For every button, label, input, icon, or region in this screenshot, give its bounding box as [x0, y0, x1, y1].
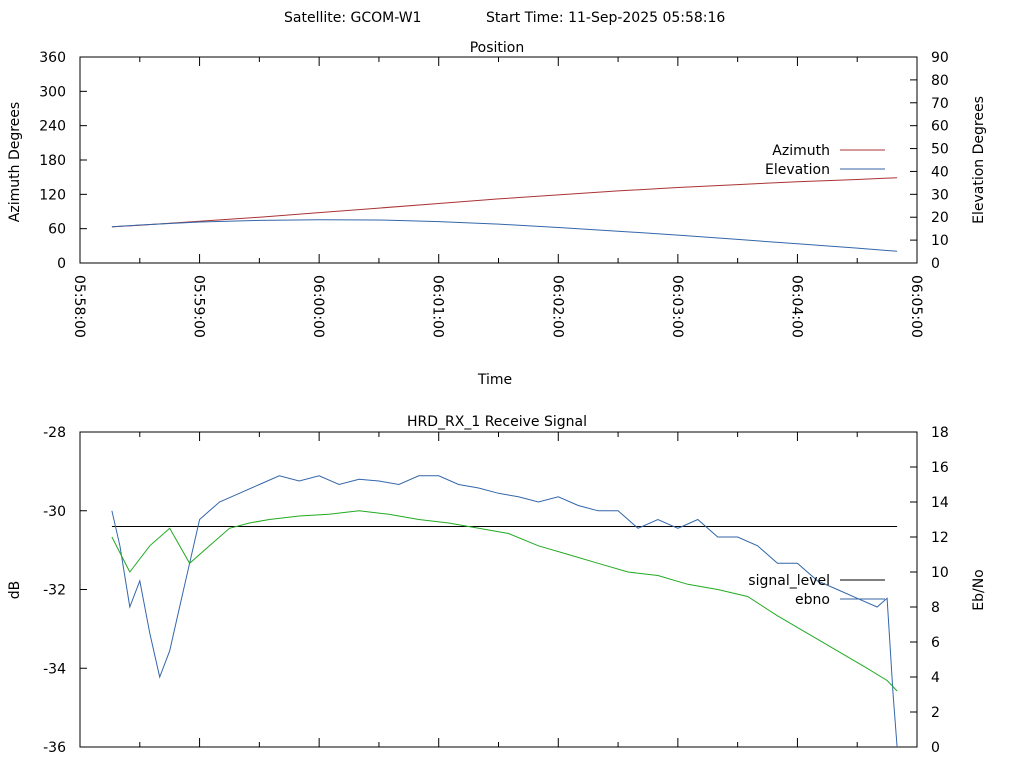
y-tick-label: 240 [39, 119, 66, 135]
legend-label: ebno [795, 592, 830, 608]
x-tick-label: 06:03:00 [669, 275, 685, 338]
x-tick-label: 06:00:00 [310, 275, 326, 338]
y-tick-label: 120 [39, 187, 66, 203]
azimuth-line [111, 177, 898, 228]
y2-tick-label: 60 [931, 119, 949, 135]
signal-chart-series [111, 475, 898, 748]
y-tick-label: 0 [57, 256, 66, 272]
x-tick-label: 05:58:00 [71, 275, 87, 338]
y-tick-label: 180 [39, 153, 66, 169]
y2-tick-label: 16 [931, 460, 949, 476]
x-tick-label: 06:04:00 [788, 275, 804, 338]
position-chart: Position Azimuth Degrees Elevation Degre… [7, 40, 987, 388]
y2-tick-label: 4 [931, 670, 940, 686]
x-tick-label: 06:05:00 [908, 275, 924, 338]
position-plot-frame [79, 56, 918, 264]
y2-tick-label: 50 [931, 142, 949, 158]
y2-tick-label: 0 [931, 256, 940, 272]
y2-tick-label: 14 [931, 495, 949, 511]
y-tick-label: 60 [48, 222, 66, 238]
x-tick-label: 06:01:00 [430, 275, 446, 338]
y2-tick-label: 8 [931, 600, 940, 616]
legend-label: Azimuth [772, 143, 830, 159]
y-tick-label: -30 [43, 504, 66, 520]
azimuth-axis-label: Azimuth Degrees [7, 102, 23, 222]
y-tick-label: 360 [39, 50, 66, 66]
position-chart-legend: Azimuth Elevation [765, 143, 885, 178]
y2-tick-label: 90 [931, 50, 949, 66]
y-tick-label: -34 [43, 661, 66, 677]
y2-tick-label: 30 [931, 187, 949, 203]
y-tick-label: -32 [43, 583, 66, 599]
position-chart-series [111, 177, 898, 252]
y2-tick-label: 6 [931, 635, 940, 651]
ebno-line [111, 475, 898, 748]
legend-label: signal_level [748, 573, 830, 589]
y2-tick-label: 10 [931, 233, 949, 249]
position-chart-title: Position [470, 40, 525, 56]
start-time-label: Start Time: 11-Sep-2025 05:58:16 [486, 10, 725, 26]
x-tick-label: 06:02:00 [549, 275, 565, 338]
time-axis-label: Time [477, 372, 512, 388]
legend-label: Elevation [765, 162, 830, 178]
elevation-axis-label: Elevation Degrees [971, 96, 987, 224]
y2-tick-label: 70 [931, 96, 949, 112]
y2-tick-label: 12 [931, 530, 949, 546]
y2-tick-label: 80 [931, 73, 949, 89]
y2-tick-label: 10 [931, 565, 949, 581]
x-tick-label: 05:59:00 [191, 275, 207, 338]
signal-chart: HRD_RX_1 Receive Signal dB Eb/No -36-34-… [7, 414, 987, 756]
signal-plot-frame [79, 431, 918, 748]
elevation-line [111, 219, 898, 252]
y-tick-label: -36 [43, 740, 66, 756]
signal-chart-ticks: -36 -34 -32 -30 -28 0 2 4 6 8 10 12 14 16 18 [43, 425, 949, 756]
y2-tick-label: 18 [931, 425, 949, 441]
y2-tick-label: 40 [931, 164, 949, 180]
y2-tick-label: 2 [931, 705, 940, 721]
position-chart-ticks: 0 60 120 180 240 300 360 0 10 20 30 40 50 60 70 80 90 05:… [39, 50, 949, 338]
series-2-line [111, 510, 898, 692]
y2-tick-label: 0 [931, 740, 940, 756]
y-tick-label: -28 [43, 425, 66, 441]
ebno-axis-label: Eb/No [971, 569, 987, 611]
signal-chart-title: HRD_RX_1 Receive Signal [407, 414, 587, 430]
db-axis-label: dB [7, 581, 23, 600]
y-tick-label: 300 [39, 84, 66, 100]
y2-tick-label: 20 [931, 210, 949, 226]
satellite-label: Satellite: GCOM-W1 [284, 10, 421, 26]
